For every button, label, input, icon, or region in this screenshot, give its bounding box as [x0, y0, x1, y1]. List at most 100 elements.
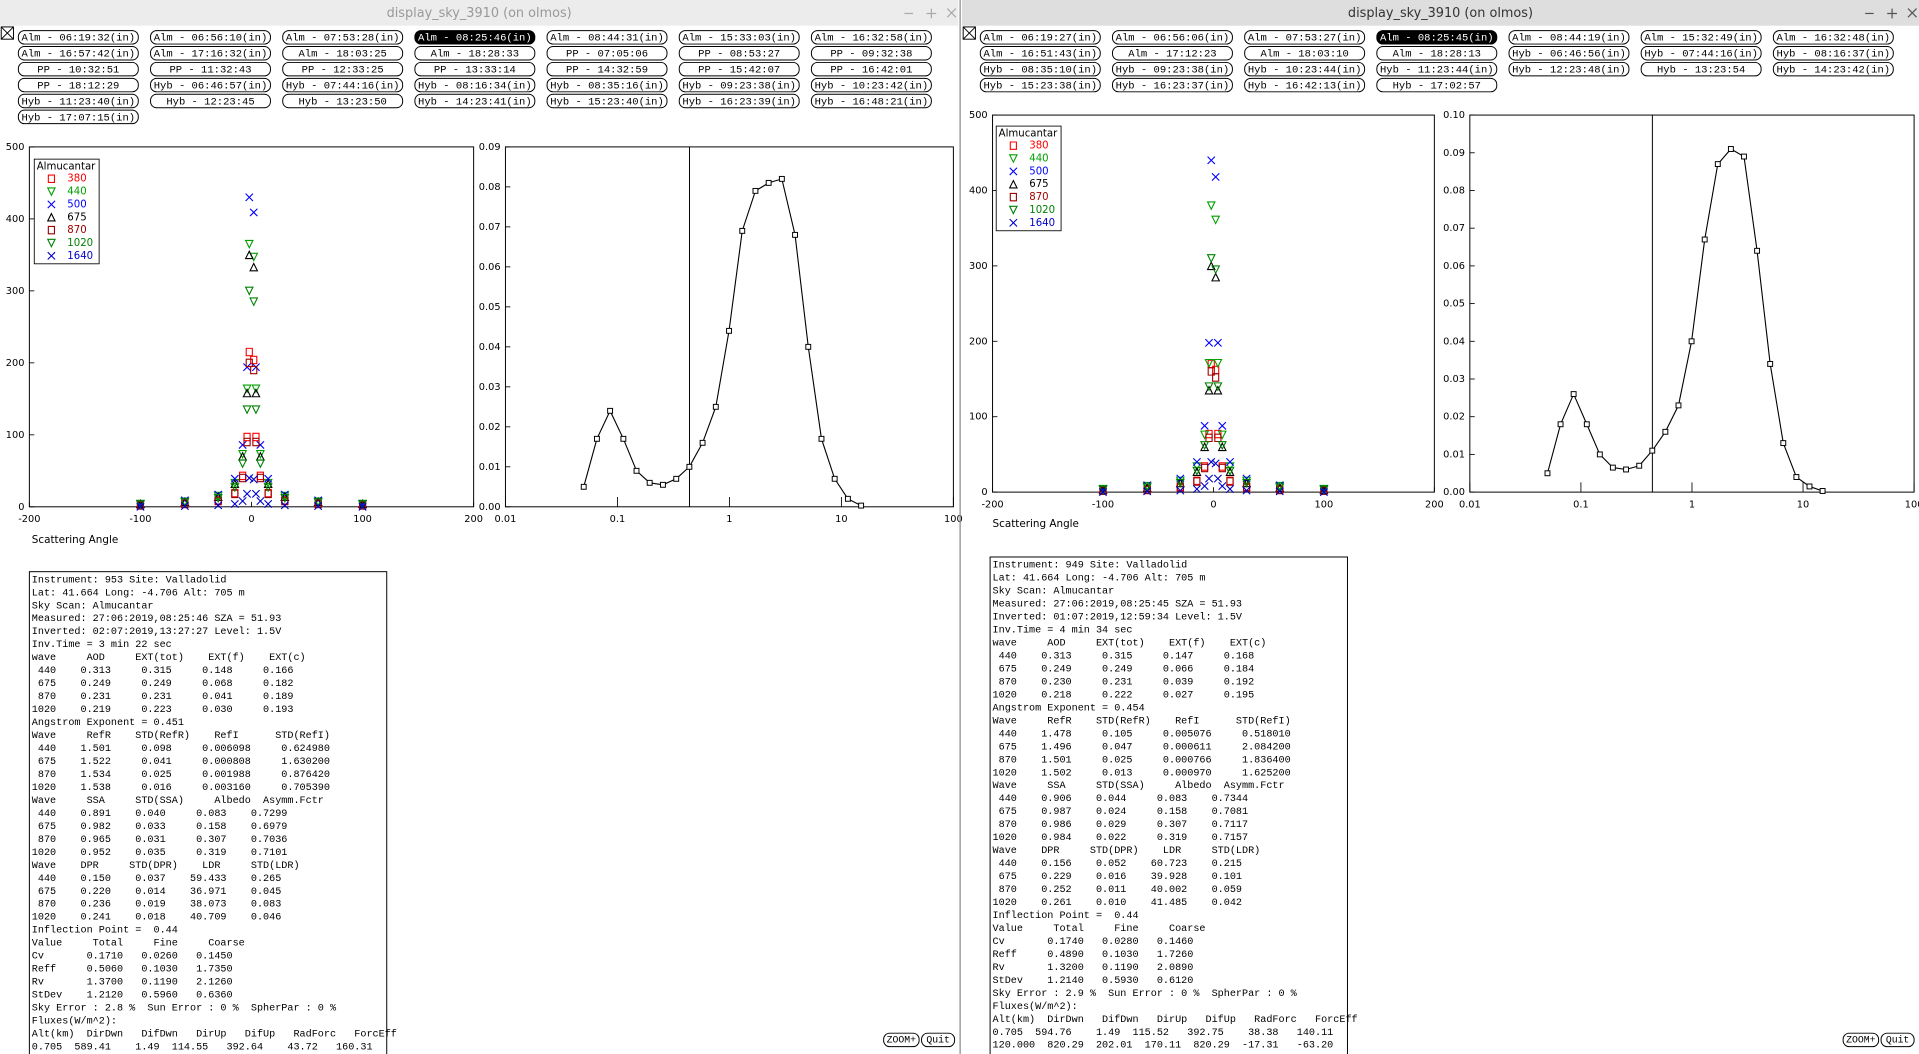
scan-button[interactable]: [1508, 46, 1630, 61]
scan-button[interactable]: [1376, 46, 1498, 61]
control-button[interactable]: [883, 1032, 920, 1048]
scan-button[interactable]: [1508, 30, 1630, 45]
scan-button[interactable]: [810, 30, 932, 45]
scan-button[interactable]: [17, 30, 139, 45]
scan-button-label: Alm - 18:28:33: [431, 49, 519, 61]
dismiss-x: [962, 26, 976, 40]
scan-button[interactable]: [546, 61, 668, 77]
scan-button[interactable]: [150, 30, 271, 45]
scan-button[interactable]: [546, 30, 668, 45]
scan-button[interactable]: [282, 77, 404, 93]
scan-button[interactable]: [282, 93, 404, 109]
report-line: Inverted: 02:07:2019,13:27:27 Level: 1.5…: [32, 626, 282, 638]
scan-button[interactable]: [1244, 77, 1366, 93]
scan-button[interactable]: [810, 93, 932, 109]
report-line: Fluxes(W/m^2):: [993, 1001, 1078, 1013]
scan-button-label: Alm - 06:56:06(in): [1116, 33, 1230, 45]
scan-button-label: Alm - 18:03:25: [299, 49, 387, 61]
scan-button[interactable]: [1640, 30, 1762, 45]
scan-button[interactable]: [1376, 77, 1498, 93]
scan-button[interactable]: [979, 46, 1101, 61]
scan-button[interactable]: [810, 77, 932, 93]
x-tick-label: 100: [944, 514, 963, 525]
scan-button[interactable]: [1772, 61, 1894, 77]
scan-button[interactable]: [1376, 61, 1498, 77]
report-line: 120.000 820.29 202.01 170.11 820.29 -17.…: [993, 1041, 1334, 1052]
scan-button-label: Alm - 15:32:49(in): [1644, 33, 1758, 45]
scan-button[interactable]: [414, 30, 536, 45]
scan-button[interactable]: [678, 30, 800, 45]
title-bar: [961, 0, 1919, 26]
scan-button[interactable]: [150, 46, 271, 61]
maximize-button[interactable]: [1887, 8, 1897, 19]
scan-button[interactable]: [678, 77, 800, 93]
report-line: 675 0.220 0.014 36.971 0.045: [32, 887, 281, 898]
report-line: Lat: 41.664 Long: -4.706 Alt: 705 m: [993, 573, 1206, 585]
scan-button[interactable]: [282, 61, 404, 77]
scan-button-label: PP - 10:32:51: [37, 65, 119, 77]
scan-button[interactable]: [546, 77, 668, 93]
scatter-point: [280, 501, 289, 510]
scan-button[interactable]: [1640, 61, 1762, 77]
scan-button[interactable]: [414, 61, 536, 77]
scan-button[interactable]: [678, 93, 800, 109]
scan-button[interactable]: [1244, 30, 1366, 45]
scan-button[interactable]: [17, 109, 139, 125]
control-button[interactable]: [1880, 1032, 1915, 1048]
scan-button[interactable]: [1640, 46, 1762, 61]
scan-button[interactable]: [1376, 30, 1498, 45]
scan-button[interactable]: [546, 46, 668, 61]
scan-button[interactable]: [810, 46, 932, 61]
scatter-point: [238, 440, 247, 449]
scan-button[interactable]: [1111, 61, 1233, 77]
scan-button[interactable]: [1244, 46, 1366, 61]
close-button[interactable]: [946, 8, 957, 18]
scan-button[interactable]: [1111, 77, 1233, 93]
scan-button[interactable]: [1244, 61, 1366, 77]
maximize-button[interactable]: [926, 8, 937, 19]
y-tick-label: 500: [969, 110, 988, 121]
legend-label: 500: [1029, 166, 1048, 177]
scan-button[interactable]: [1772, 30, 1894, 45]
scan-button[interactable]: [1508, 61, 1630, 77]
control-button[interactable]: [921, 1032, 956, 1048]
scan-button[interactable]: [17, 46, 139, 61]
y-tick-label: 0.00: [1443, 487, 1465, 498]
scatter-point: [1200, 421, 1209, 430]
scan-button[interactable]: [979, 30, 1101, 45]
scan-button[interactable]: [546, 93, 668, 109]
legend-marker: [47, 200, 56, 209]
scan-button[interactable]: [810, 61, 932, 77]
scan-button[interactable]: [1772, 46, 1894, 61]
report-line: Inv.Time = 4 min 34 sec: [993, 625, 1133, 637]
scan-button[interactable]: [17, 77, 139, 93]
scatter-point: [1217, 441, 1227, 452]
scan-button[interactable]: [678, 46, 800, 61]
scan-button[interactable]: [414, 77, 536, 93]
control-button[interactable]: [1842, 1032, 1880, 1048]
x-tick-label: 200: [1425, 499, 1444, 510]
scan-button[interactable]: [150, 61, 271, 77]
scan-button[interactable]: [17, 61, 139, 77]
scan-button[interactable]: [150, 93, 271, 109]
scatter-point: [1213, 385, 1223, 395]
scatter-point: [1192, 457, 1201, 467]
y-tick-label: 400: [6, 214, 25, 225]
scan-button[interactable]: [1111, 30, 1233, 45]
scan-button[interactable]: [979, 61, 1101, 77]
scan-button[interactable]: [678, 61, 800, 77]
scan-button[interactable]: [414, 93, 536, 109]
size-point: [1557, 421, 1564, 428]
scan-button[interactable]: [17, 93, 139, 109]
scan-button[interactable]: [979, 77, 1101, 93]
scan-button[interactable]: [150, 77, 271, 93]
scan-button[interactable]: [1111, 46, 1233, 61]
report-line: 1020 0.219 0.223 0.030 0.193: [32, 705, 294, 716]
scan-button[interactable]: [282, 30, 404, 45]
size-point: [1701, 236, 1708, 243]
scan-button[interactable]: [414, 46, 536, 61]
close-button[interactable]: [1907, 8, 1917, 18]
scan-button[interactable]: [282, 46, 404, 61]
control-label: Quit: [926, 1035, 949, 1046]
scatter-point: [313, 498, 323, 508]
